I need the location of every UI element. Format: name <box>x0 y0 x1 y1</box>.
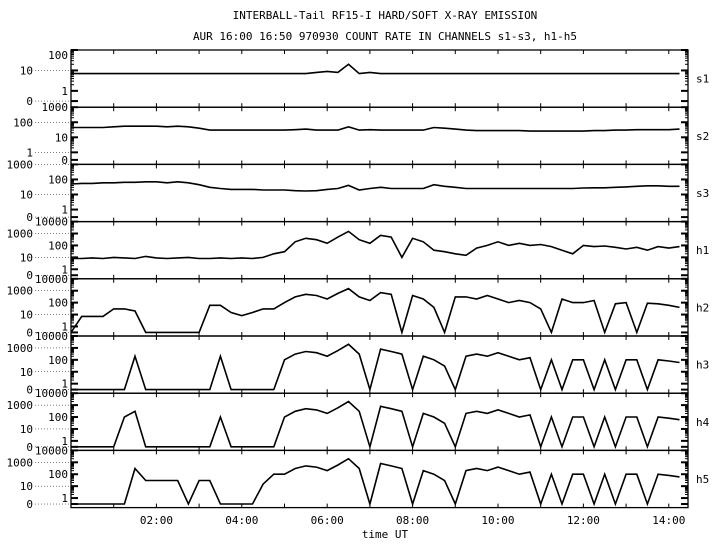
series-line-h5 <box>71 457 680 507</box>
x-tick-label: 02:00 <box>140 514 173 527</box>
y-tick-label: 1000 <box>7 228 34 241</box>
y-tick-label: 1 <box>61 85 68 98</box>
panel-label: h4 <box>696 416 710 429</box>
chart-title: INTERBALL-Tail RF15-I HARD/SOFT X-RAY EM… <box>233 9 538 22</box>
y-tick-label: 10000 <box>35 444 68 457</box>
series-line-s2 <box>71 125 680 132</box>
series-line-s3 <box>70 180 680 192</box>
y-tick-label: 100 <box>48 354 68 367</box>
y-tick-label: 1 <box>61 263 68 276</box>
y-tick-label: 100 <box>48 297 68 310</box>
y-tick-label: 100 <box>48 411 68 424</box>
y-tick-label: 1 <box>61 492 68 505</box>
panel-frame <box>70 278 689 337</box>
x-tick-label: 04:00 <box>225 514 258 527</box>
y-tick-label: 10 <box>55 131 68 144</box>
y-tick-label: 0 <box>26 269 33 282</box>
y-tick-label: 100 <box>48 49 68 62</box>
y-tick-label: 1000 <box>7 399 34 412</box>
y-tick-label: 1 <box>26 146 33 159</box>
chart-subtitle: AUR 16:00 16:50 970930 COUNT RATE IN CHA… <box>193 30 577 43</box>
panel-label: s2 <box>696 130 709 143</box>
panel-label: h1 <box>696 244 709 257</box>
y-tick-label: 1 <box>61 204 68 217</box>
panel-label: s3 <box>696 187 709 200</box>
y-tick-label: 10 <box>20 189 33 202</box>
y-tick-label: 0 <box>26 326 33 339</box>
y-tick-label: 10 <box>20 366 33 379</box>
panel-label: h5 <box>696 473 709 486</box>
y-tick-label: 1000 <box>7 342 34 355</box>
y-tick-label: 0 <box>26 95 33 108</box>
y-tick-label: 100 <box>13 116 33 129</box>
y-tick-label: 10000 <box>35 216 68 229</box>
y-tick-label: 10 <box>20 423 33 436</box>
panel-frame <box>70 106 689 166</box>
y-tick-label: 10000 <box>35 387 68 400</box>
series-line-h3 <box>71 343 680 393</box>
x-tick-label: 08:00 <box>396 514 429 527</box>
panel-label: h3 <box>696 359 709 372</box>
x-axis-label: time UT <box>362 528 409 541</box>
y-tick-label: 10 <box>20 309 33 322</box>
y-tick-label: 0 <box>26 441 33 454</box>
y-tick-label: 10 <box>20 480 33 493</box>
x-tick-label: 14:00 <box>652 514 685 527</box>
y-tick-label: 100 <box>48 173 68 186</box>
y-tick-label: 10 <box>20 64 33 77</box>
y-tick-label: 10 <box>20 251 33 264</box>
y-tick-label: 10000 <box>35 330 68 343</box>
y-tick-label: 1000 <box>7 158 34 171</box>
panel-frame <box>70 49 689 108</box>
x-tick-label: 06:00 <box>311 514 344 527</box>
y-tick-label: 100 <box>48 239 68 252</box>
panel-frame <box>70 220 689 280</box>
panel-label: s1 <box>696 73 709 86</box>
series-line-h4 <box>71 400 680 450</box>
y-tick-label: 0 <box>26 498 33 511</box>
series-line-s1 <box>71 63 680 75</box>
series-line-h2 <box>70 287 680 336</box>
y-tick-label: 1000 <box>7 456 34 469</box>
panel-frame <box>70 163 689 223</box>
y-tick-label: 1000 <box>7 285 34 298</box>
y-tick-label: 10000 <box>35 273 68 286</box>
y-tick-label: 100 <box>48 468 68 481</box>
series-line-h1 <box>71 230 680 260</box>
y-tick-label: 1 <box>61 320 68 333</box>
x-tick-label: 10:00 <box>481 514 514 527</box>
y-tick-label: 0 <box>26 384 33 397</box>
y-tick-label: 1 <box>61 435 68 448</box>
x-tick-label: 12:00 <box>567 514 600 527</box>
y-tick-label: 0 <box>61 154 68 167</box>
y-tick-label: 0 <box>26 211 33 224</box>
y-tick-label: 1000 <box>42 101 69 114</box>
panel-label: h2 <box>696 301 709 314</box>
y-tick-label: 1 <box>61 378 68 391</box>
